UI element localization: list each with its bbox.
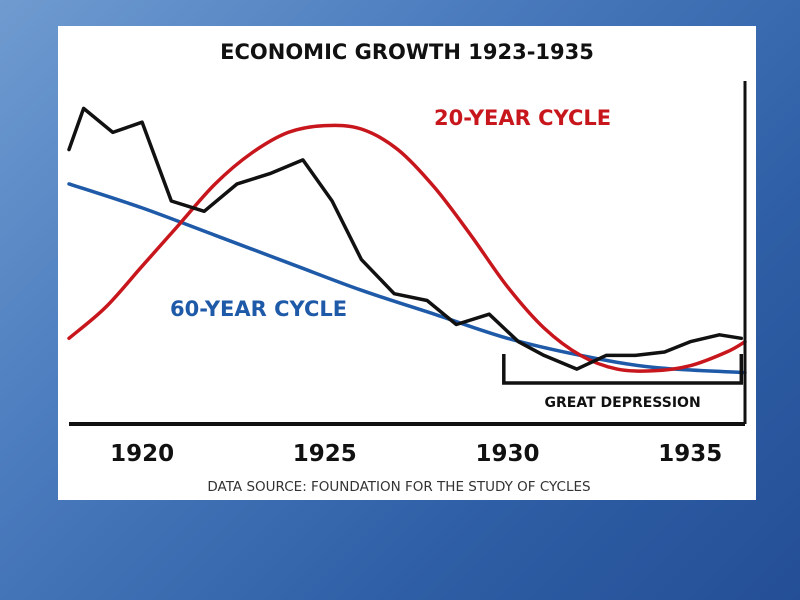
series-label-60-year-cycle: 60-YEAR CYCLE	[170, 297, 347, 321]
chart: ECONOMIC GROWTH 1923-1935 1920 1925 1930 19…	[67, 40, 747, 495]
great-depression-label: GREAT DEPRESSION	[545, 395, 701, 411]
chart-card: ECONOMIC GROWTH 1923-1935 1920 1925 1930 19…	[58, 26, 756, 500]
series-line-economic-growth	[67, 106, 744, 371]
great-depression-bracket-line	[502, 354, 744, 385]
chart-title: ECONOMIC GROWTH 1923-1935	[220, 40, 594, 64]
x-tick-label: 1935	[658, 441, 722, 467]
series-line-20-year-cycle	[67, 123, 747, 373]
x-tick-label: 1930	[475, 441, 539, 467]
x-tick-label: 1925	[293, 441, 357, 467]
data-source-note: DATA SOURCE: FOUNDATION FOR THE STUDY OF…	[207, 479, 590, 495]
series-line-60-year-cycle	[67, 182, 747, 375]
plot-area	[67, 106, 747, 375]
x-tick-label: 1920	[110, 441, 174, 467]
series-label-20-year-cycle: 20-YEAR CYCLE	[434, 106, 611, 130]
great-depression-bracket: GREAT DEPRESSION	[502, 354, 744, 411]
x-tick-labels: 1920 1925 1930 1935	[110, 441, 722, 467]
